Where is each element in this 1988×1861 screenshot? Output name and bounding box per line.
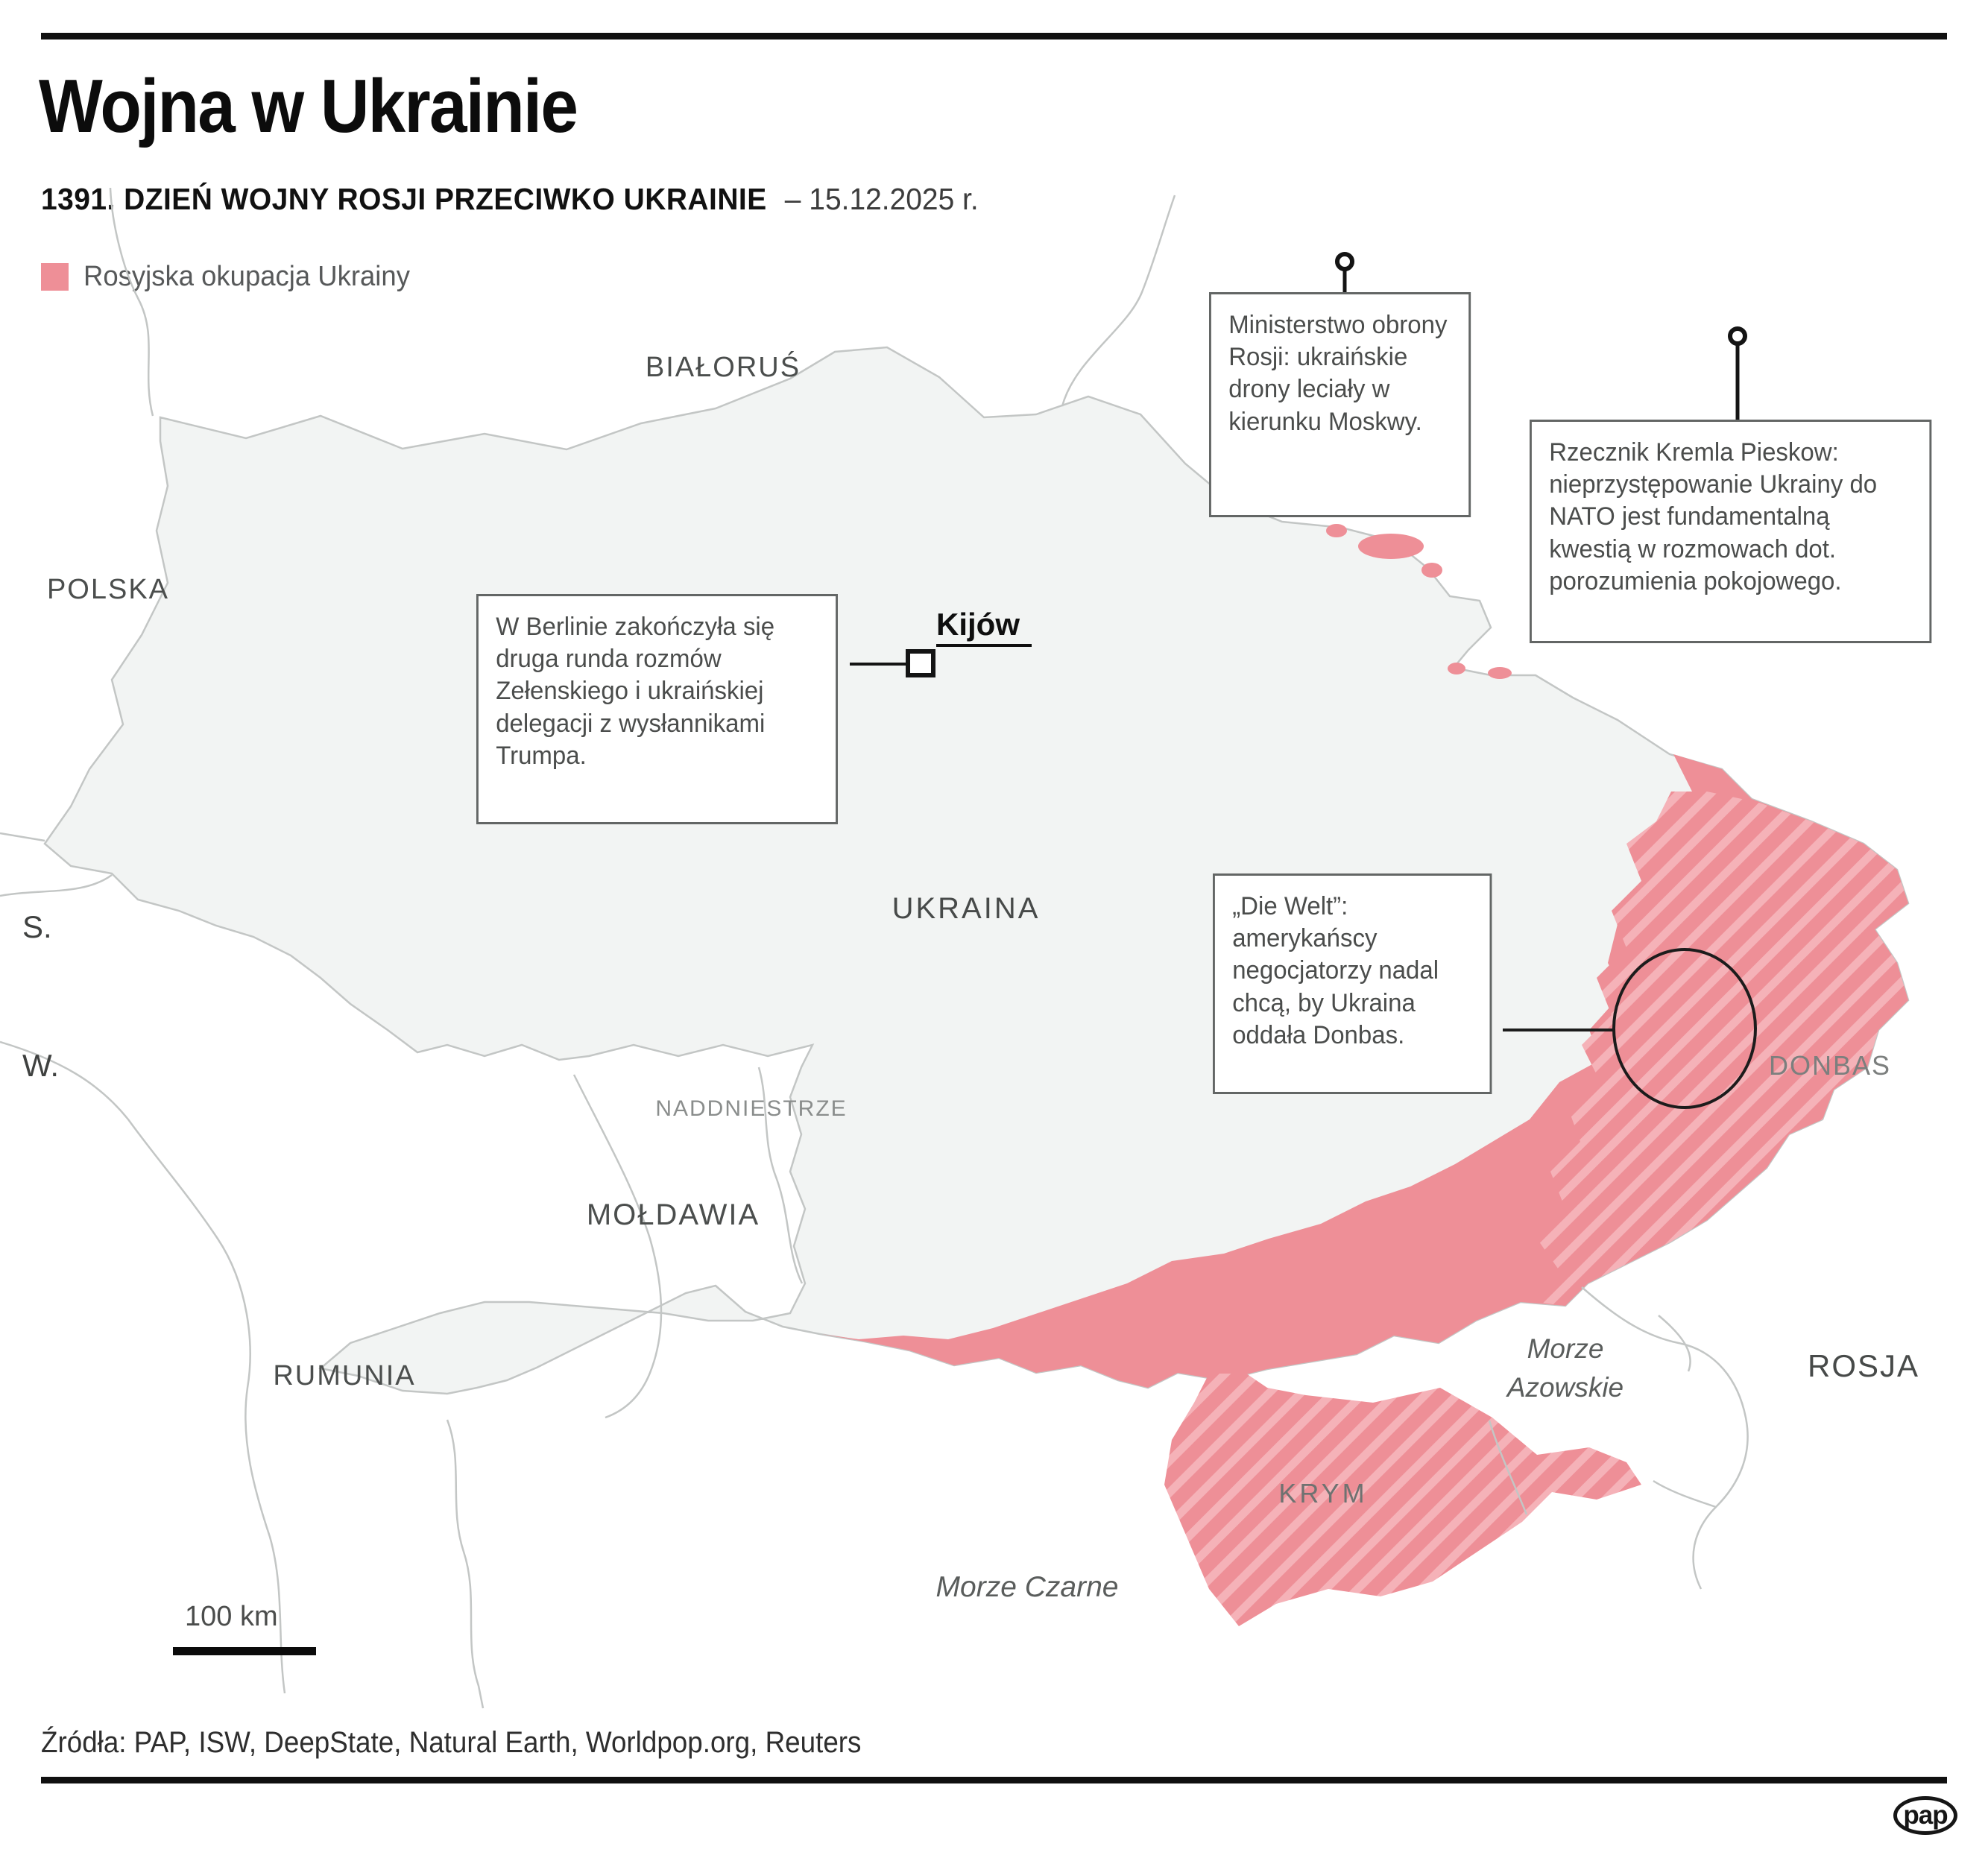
- annotation-box-drones-moscow: Ministerstwo obrony Rosji: ukraińskie dr…: [1209, 292, 1471, 517]
- annotation-text: Rzecznik Kremla Pieskow: nieprzystępowan…: [1549, 438, 1878, 595]
- annotation-text: W Berlinie zakończyła się druga runda ro…: [496, 613, 775, 770]
- legend-occupation-swatch: [41, 263, 69, 291]
- map-label-rumunia: RUMUNIA: [273, 1360, 415, 1391]
- border-incursion-patches: [1326, 524, 1512, 679]
- kyiv-city-marker: [906, 649, 935, 677]
- map-label-wegry-abbrev: W.: [22, 1048, 59, 1083]
- map-label-ukraina: UKRAINA: [892, 892, 1041, 925]
- top-rule: [41, 33, 1947, 40]
- subtitle-day-count: 1391. DZIEŃ WOJNY ROSJI PRZECIWKO UKRAIN…: [41, 182, 767, 216]
- annotation-text: „Die Welt”: amerykańscy negocjatorzy nad…: [1232, 892, 1439, 1049]
- bottom-rule: [41, 1777, 1947, 1783]
- map-label-kijow: Kijów: [936, 607, 1020, 642]
- subtitle: 1391. DZIEŃ WOJNY ROSJI PRZECIWKO UKRAIN…: [41, 182, 979, 217]
- annotation-box-die-welt-donbas: „Die Welt”: amerykańscy negocjatorzy nad…: [1213, 873, 1492, 1094]
- subtitle-date: – 15.12.2025 r.: [784, 182, 979, 216]
- map-label-krym: KRYM: [1278, 1478, 1367, 1508]
- page-title: Wojna w Ukrainie: [39, 65, 578, 148]
- map-label-naddniestrze: NADDNIESTRZE: [655, 1096, 847, 1121]
- map-label-bialorus: BIAŁORUŚ: [646, 350, 801, 383]
- map-label-morze-azowskie-line2: Azowskie: [1506, 1372, 1623, 1403]
- annotation-box-peskov-nato: Rzecznik Kremla Pieskow: nieprzystępowan…: [1530, 420, 1932, 643]
- annotation-text: Ministerstwo obrony Rosji: ukraińskie dr…: [1228, 311, 1448, 436]
- map-label-polska: POLSKA: [47, 574, 169, 605]
- moscow-pin-circle: [1335, 252, 1354, 271]
- map-label-donbas: DONBAS: [1769, 1050, 1891, 1081]
- pap-logo: pap: [1893, 1796, 1957, 1835]
- crimea-hatched-area: [1164, 1374, 1641, 1626]
- scale-bar: [173, 1647, 316, 1655]
- annotation-markers: [850, 252, 1757, 1109]
- map-label-slowacja-abbrev: S.: [22, 909, 52, 944]
- legend: Rosyjska okupacja Ukrainy: [41, 261, 423, 293]
- map-labels: BIAŁORUŚ POLSKA UKRAINA NADDNIESTRZE MOŁ…: [22, 350, 1919, 1603]
- map-label-morze-czarne: Morze Czarne: [936, 1571, 1119, 1603]
- legend-occupation-label: Rosyjska okupacja Ukrainy: [83, 261, 410, 292]
- donbas-hatched-area: [1536, 792, 1908, 1306]
- sources-line: Źródła: PAP, ISW, DeepState, Natural Ear…: [41, 1726, 862, 1759]
- map-label-moldawia: MOŁDAWIA: [587, 1198, 760, 1231]
- neighbour-borders: [0, 187, 1749, 1709]
- map-label-morze-azowskie-line1: Morze: [1527, 1333, 1604, 1364]
- kremlin-pin-circle: [1728, 326, 1747, 346]
- map-label-rosja: ROSJA: [1808, 1348, 1919, 1383]
- annotation-box-berlin-talks: W Berlinie zakończyła się druga runda ro…: [476, 594, 838, 824]
- pap-logo-text: pap: [1903, 1801, 1948, 1830]
- scale-bar-label: 100 km: [185, 1601, 278, 1632]
